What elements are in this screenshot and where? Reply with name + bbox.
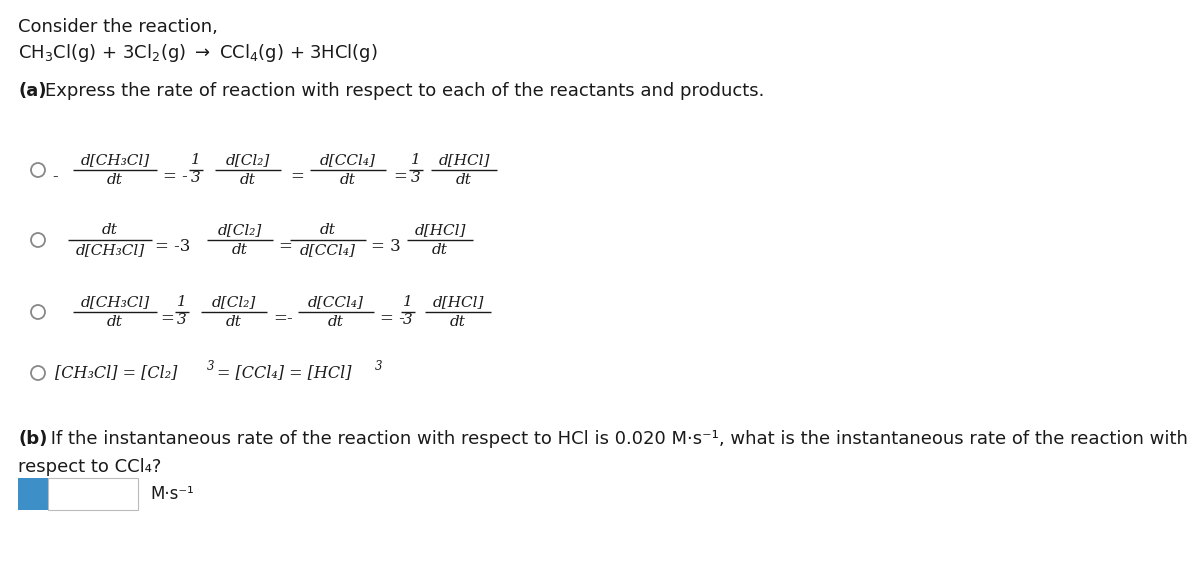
Text: 3: 3 [412,171,421,185]
Text: 3: 3 [191,171,200,185]
Text: d[CCl₄]: d[CCl₄] [320,153,376,167]
Text: 1: 1 [412,153,421,167]
Text: dt: dt [450,315,466,329]
Text: d[CCl₄]: d[CCl₄] [308,295,364,309]
Text: dt: dt [320,223,336,237]
Text: 1: 1 [191,153,200,167]
Text: [CH₃Cl] = [Cl₂]: [CH₃Cl] = [Cl₂] [55,364,178,381]
Text: =: = [290,168,304,185]
Text: d[CH₃Cl]: d[CH₃Cl] [80,153,150,167]
Text: -: - [286,310,292,327]
Text: 3: 3 [374,360,383,373]
FancyBboxPatch shape [48,478,138,510]
Text: d[Cl₂]: d[Cl₂] [226,153,270,167]
Text: = -: = - [163,168,187,185]
Text: d[HCl]: d[HCl] [414,223,466,237]
Text: 3: 3 [403,313,413,327]
Text: dt: dt [328,315,344,329]
Text: dt: dt [107,173,122,187]
Text: 1: 1 [403,295,413,309]
Text: dt: dt [240,173,256,187]
Text: (b): (b) [18,430,47,448]
Text: M·s⁻¹: M·s⁻¹ [150,485,193,503]
Text: =: = [278,238,292,255]
Text: Express the rate of reaction with respect to each of the reactants and products.: Express the rate of reaction with respec… [46,82,764,100]
Text: d[CH₃Cl]: d[CH₃Cl] [80,295,150,309]
Text: d[HCl]: d[HCl] [438,153,490,167]
Text: -: - [52,168,58,185]
Text: 3: 3 [178,313,187,327]
Text: dt: dt [102,223,118,237]
Text: 1: 1 [178,295,187,309]
Text: dt: dt [107,315,122,329]
Text: d[CCl₄]: d[CCl₄] [300,243,356,257]
Text: dt: dt [456,173,472,187]
Text: dt: dt [226,315,242,329]
Text: 3: 3 [208,360,215,373]
Text: dt: dt [232,243,248,257]
Text: = -: = - [380,310,404,327]
Text: dt: dt [340,173,356,187]
Text: CH$_3$Cl(g) + 3Cl$_2$(g) $\rightarrow$ CCl$_4$(g) + 3HCl(g): CH$_3$Cl(g) + 3Cl$_2$(g) $\rightarrow$ C… [18,42,378,64]
Text: Consider the reaction,: Consider the reaction, [18,18,218,36]
Text: respect to CCl₄?: respect to CCl₄? [18,458,161,476]
Text: = 3: = 3 [371,238,401,255]
Text: d[Cl₂]: d[Cl₂] [212,295,256,309]
Text: (a): (a) [18,82,47,100]
Text: i: i [30,485,36,503]
Text: = [CCl₄] = [HCl]: = [CCl₄] = [HCl] [217,364,352,381]
Text: d[CH₃Cl]: d[CH₃Cl] [76,243,145,257]
FancyBboxPatch shape [18,478,48,510]
Text: dt: dt [432,243,448,257]
Text: d[Cl₂]: d[Cl₂] [218,223,262,237]
Text: If the instantaneous rate of the reaction with respect to HCl is 0.020 M·s⁻¹, wh: If the instantaneous rate of the reactio… [46,430,1188,448]
Text: = -3: = -3 [155,238,191,255]
Text: d[HCl]: d[HCl] [432,295,484,309]
Text: =: = [394,168,407,185]
Text: =: = [274,310,287,327]
Text: =: = [160,310,174,327]
